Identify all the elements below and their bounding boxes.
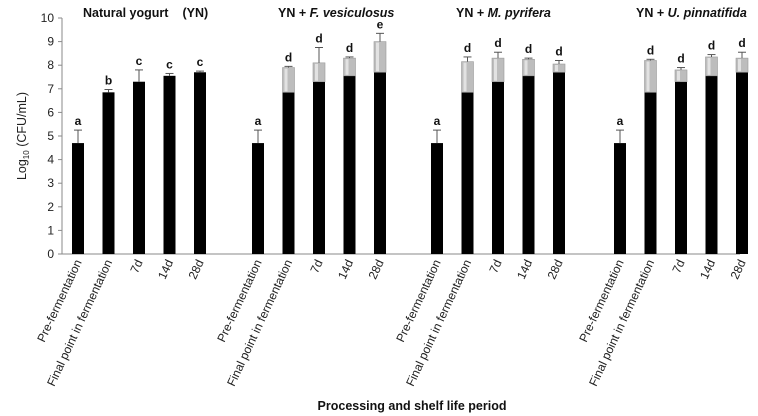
category-label: 14d <box>514 257 535 281</box>
significance-letter: a <box>617 114 624 128</box>
significance-letter: b <box>105 74 112 88</box>
bar-extra <box>282 67 295 93</box>
bar-extra-highlight <box>524 60 528 75</box>
bar-base <box>736 72 748 254</box>
bar-extra <box>343 57 356 77</box>
y-axis-label: Log10 (CFU/mL) <box>15 92 31 180</box>
category-label: 7d <box>307 257 325 275</box>
bar-extra <box>674 69 688 83</box>
significance-letter: d <box>464 41 471 55</box>
y-tick-label: 8 <box>47 58 54 72</box>
bar-extra-highlight <box>707 57 711 75</box>
bar-extra <box>735 57 749 73</box>
y-tick-label: 4 <box>47 153 54 167</box>
bar-extra-highlight <box>677 70 680 81</box>
y-tick-label: 5 <box>47 129 54 143</box>
significance-letter: e <box>377 17 384 31</box>
significance-letter: d <box>647 43 654 57</box>
bar-base <box>313 81 325 254</box>
bar-extra <box>312 62 326 83</box>
axes: 0 1 2 3 4 5 6 7 8 9 10 <box>41 11 740 261</box>
y-tick-label: 1 <box>47 223 54 237</box>
category-label: 14d <box>335 257 356 281</box>
bar-base <box>72 143 84 254</box>
bar-base <box>522 75 535 254</box>
bar-base <box>343 75 356 254</box>
significance-letter: a <box>434 114 441 128</box>
bar-extra-highlight <box>494 59 497 81</box>
category-label: 7d <box>486 257 504 275</box>
bar-extra-highlight <box>646 61 650 92</box>
group-title: YN + F. vesiculosus <box>278 6 394 20</box>
significance-letter: d <box>525 42 532 56</box>
significance-letter: d <box>677 52 684 66</box>
bar-base <box>431 143 443 254</box>
bar-extra-highlight <box>738 59 741 72</box>
y-tick-label: 0 <box>47 247 54 261</box>
category-label: 28d <box>186 257 207 281</box>
bar-base <box>374 72 386 254</box>
bar-base <box>461 92 474 254</box>
y-tick-label: 3 <box>47 176 54 190</box>
category-label: 14d <box>697 257 718 281</box>
bar-extra <box>461 61 474 93</box>
significance-letter: d <box>285 50 292 64</box>
significance-letter: c <box>166 57 173 71</box>
significance-letter: a <box>255 114 262 128</box>
bar-base <box>614 143 626 254</box>
bar-extra <box>644 60 657 93</box>
bar-base <box>133 81 145 254</box>
significance-letter: d <box>315 32 322 46</box>
y-tick-label: 9 <box>47 35 54 49</box>
category-label: 7d <box>669 257 687 275</box>
category-label: 14d <box>155 257 176 281</box>
bar-base <box>282 92 295 254</box>
bar-extra-highlight <box>555 65 558 72</box>
y-tick-label: 7 <box>47 82 54 96</box>
significance-letter: d <box>555 44 562 58</box>
significance-letter: c <box>197 55 204 69</box>
group-title: Natural yogurt (YN) <box>83 6 208 20</box>
significance-letter: d <box>738 36 745 50</box>
y-tick-label: 6 <box>47 105 54 119</box>
bar-extra-highlight <box>376 42 379 72</box>
bar-extra <box>522 58 535 77</box>
group-title: YN + M. pyrifera <box>456 6 551 20</box>
significance-letter: a <box>75 114 82 128</box>
significance-letter: d <box>346 41 353 55</box>
group-title: YN + U. pinnatifida <box>636 6 747 20</box>
bar-base <box>252 143 264 254</box>
bar-base <box>644 92 657 254</box>
significance-letter: d <box>708 39 715 53</box>
significance-letter: c <box>136 54 143 68</box>
bar-base <box>705 75 718 254</box>
bar-base <box>163 75 176 254</box>
bar-extra-highlight <box>345 59 349 75</box>
category-label: 28d <box>728 257 749 281</box>
bar-extra-highlight <box>463 62 467 92</box>
bar-extra-highlight <box>315 63 318 81</box>
x-axis-label: Processing and shelf life period <box>318 399 507 413</box>
bar-extra <box>373 41 387 73</box>
bar-base <box>102 92 115 254</box>
bar-extra <box>705 56 718 77</box>
bar-extra <box>552 63 566 73</box>
y-tick-label: 2 <box>47 200 54 214</box>
bar-base <box>553 72 565 254</box>
category-label: 28d <box>545 257 566 281</box>
category-label: 7d <box>127 257 145 275</box>
bar-extra <box>491 57 505 83</box>
y-tick-label: 10 <box>41 11 55 25</box>
bar-base <box>492 81 504 254</box>
marks <box>72 32 749 254</box>
bar-base <box>194 72 206 254</box>
bar-base <box>675 81 687 254</box>
significance-letter: d <box>494 36 501 50</box>
category-label: 28d <box>366 257 387 281</box>
bar-extra-highlight <box>284 68 288 92</box>
